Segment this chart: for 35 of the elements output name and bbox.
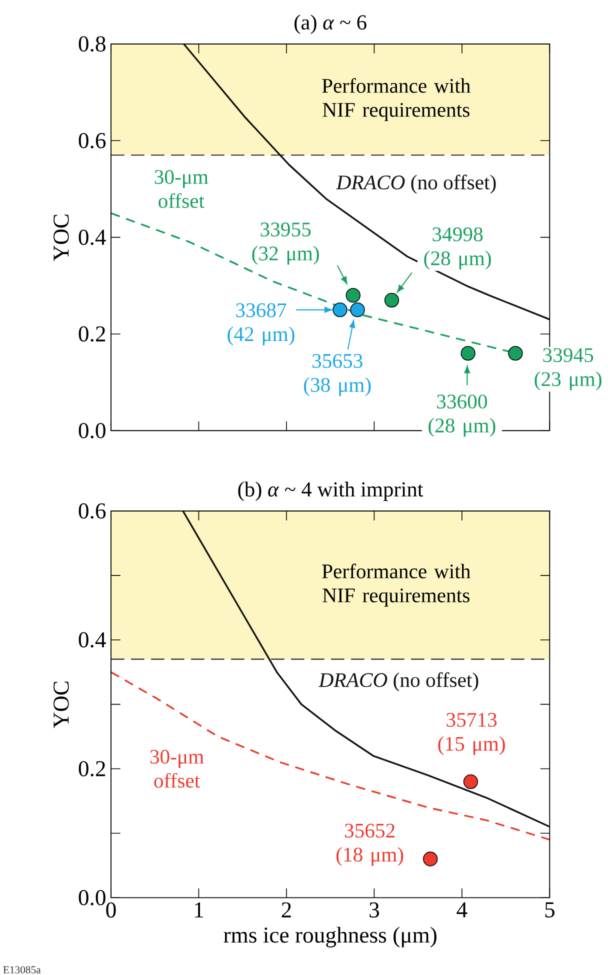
y-tick-label: 0.0 xyxy=(78,890,106,906)
text: E13085a xyxy=(3,966,41,974)
x-tick-label: 4 xyxy=(456,902,468,918)
annotation: 34998 (28 μm) xyxy=(424,227,491,270)
chart-title: (a) α ~ 6 xyxy=(294,14,366,34)
y-tick-label: 0.2 xyxy=(78,761,106,776)
y-tick-label: 0.4 xyxy=(78,230,106,246)
x-tick-label: 3 xyxy=(370,902,379,918)
series-label: DRACO (no offset) xyxy=(336,174,496,194)
y-tick-label: 0.2 xyxy=(78,326,106,342)
series-label: 30-μm offset xyxy=(154,170,208,208)
y-tick-label: 0.0 xyxy=(78,422,106,438)
x-tick-label: 2 xyxy=(282,902,291,918)
y-tick-label: 0.8 xyxy=(78,36,106,52)
y-axis-title: YOC xyxy=(54,214,69,261)
x-axis-title: rms ice roughness (μm) xyxy=(224,926,436,948)
band-label: Performance with NIF requirements xyxy=(322,564,470,607)
y-tick-label: 0.4 xyxy=(78,632,106,648)
annotation: 33600 (28 μm) xyxy=(428,394,496,437)
x-tick-label: 0 xyxy=(106,902,116,918)
annotation: 35653 (38 μm) xyxy=(304,354,371,396)
y-tick-label: 0.6 xyxy=(78,132,106,148)
x-tick-label: 5 xyxy=(545,902,554,918)
series-label: 30-μm offset xyxy=(150,750,204,788)
chart-title: (b) α ~ 4 with imprint xyxy=(238,482,424,501)
annotation: 33955 (32 μm) xyxy=(252,222,319,265)
annotation: 33945 (23 μm) xyxy=(534,348,602,390)
y-tick-label: 0.6 xyxy=(78,503,106,519)
band-label: Performance with NIF requirements xyxy=(322,78,470,122)
annotation: 33687 (42 μm) xyxy=(228,303,294,346)
annotation: 35652 (18 μm) xyxy=(336,824,404,866)
x-tick-label: 1 xyxy=(195,902,204,918)
series-label: DRACO (no offset) xyxy=(318,672,478,692)
annotation: 35713 (15 μm) xyxy=(438,712,505,756)
y-axis-title: YOC xyxy=(54,682,69,728)
